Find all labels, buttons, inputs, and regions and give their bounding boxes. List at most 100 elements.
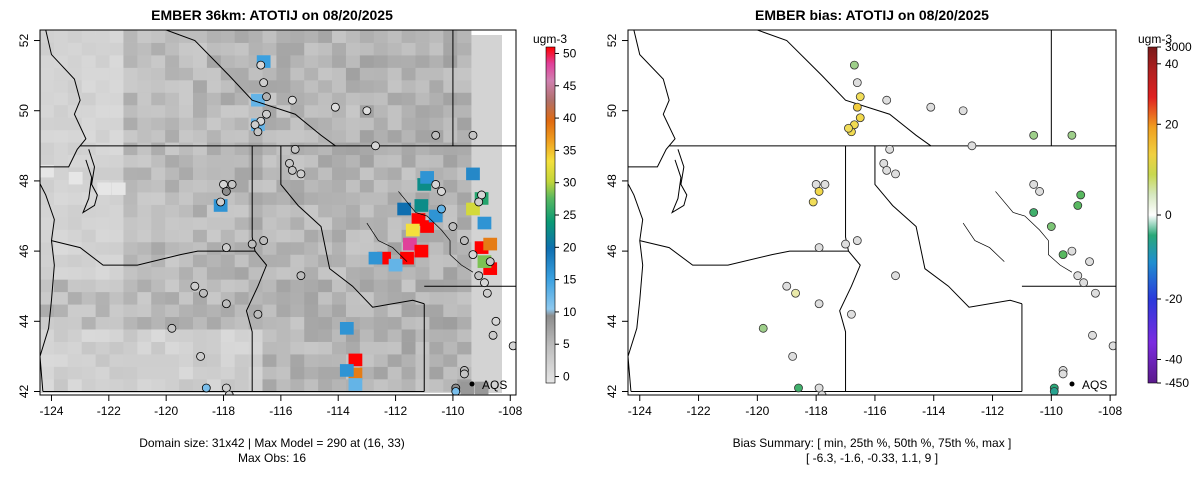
model-cell bbox=[53, 341, 69, 355]
hotspot-cell bbox=[466, 202, 480, 216]
model-cell bbox=[373, 341, 388, 355]
model-cell bbox=[220, 30, 236, 43]
left-legend-label: AQS bbox=[482, 378, 507, 392]
model-cell bbox=[53, 92, 69, 106]
model-cell bbox=[443, 92, 458, 106]
right-colorbar bbox=[1147, 46, 1158, 384]
x-tick-label: -122 bbox=[97, 404, 121, 418]
model-cell bbox=[234, 366, 249, 380]
y-tick-label: 46 bbox=[605, 244, 619, 258]
model-cell bbox=[415, 379, 430, 392]
model-cell bbox=[345, 204, 361, 218]
border-line bbox=[280, 145, 425, 308]
model-cell bbox=[276, 30, 291, 43]
model-cell bbox=[248, 316, 263, 330]
model-cell bbox=[234, 217, 249, 230]
model-cell bbox=[248, 67, 263, 81]
colorbar-tick-label: -40 bbox=[1165, 352, 1183, 366]
model-cell bbox=[40, 154, 55, 168]
model-cell bbox=[137, 167, 152, 180]
model-cell bbox=[359, 204, 375, 218]
model-cell bbox=[248, 42, 263, 56]
model-cell bbox=[373, 291, 388, 305]
hotspot-cell bbox=[348, 378, 363, 391]
model-cell bbox=[81, 55, 96, 68]
model-cell bbox=[109, 229, 124, 243]
model-cell bbox=[81, 104, 96, 118]
hotspot-cell bbox=[400, 251, 414, 265]
model-cell bbox=[443, 204, 458, 218]
model-cell bbox=[318, 142, 333, 156]
model-cell bbox=[234, 179, 249, 193]
site-marker bbox=[201, 383, 211, 393]
model-cell bbox=[457, 341, 472, 355]
model-cell bbox=[151, 217, 166, 230]
model-cell bbox=[359, 304, 375, 318]
model-cell bbox=[345, 266, 361, 280]
model-cell bbox=[234, 104, 249, 118]
model-cell bbox=[67, 142, 83, 156]
y-tick-label: 48 bbox=[17, 174, 31, 188]
model-cell bbox=[81, 366, 96, 380]
model-cell bbox=[53, 229, 69, 243]
site-marker bbox=[259, 236, 269, 245]
model-cell bbox=[234, 379, 249, 392]
model-cell bbox=[443, 42, 458, 56]
site-marker bbox=[459, 236, 469, 245]
model-cell bbox=[40, 316, 55, 330]
model-cell bbox=[332, 154, 347, 168]
model-cell bbox=[387, 354, 402, 367]
model-cell bbox=[387, 241, 402, 255]
model-cell bbox=[429, 291, 444, 305]
model-cell bbox=[332, 266, 347, 280]
model-cell bbox=[318, 179, 333, 193]
colorbar-tick-label: -20 bbox=[1165, 292, 1183, 306]
model-cell bbox=[276, 142, 291, 156]
model-cell bbox=[137, 241, 152, 255]
model-cell bbox=[206, 304, 222, 318]
right-y-axis: 42 44 46 48 50 52 bbox=[605, 34, 628, 398]
model-cell bbox=[318, 279, 333, 293]
model-cell bbox=[415, 30, 430, 43]
model-cell bbox=[262, 241, 277, 255]
right-legend-marker bbox=[1069, 381, 1075, 387]
model-cell bbox=[68, 171, 83, 185]
model-cell bbox=[401, 379, 416, 392]
model-cell bbox=[290, 229, 305, 243]
model-cell bbox=[276, 366, 291, 380]
model-cell bbox=[123, 92, 138, 106]
model-cell bbox=[179, 179, 194, 193]
site-marker bbox=[1079, 278, 1089, 288]
left-hotspots bbox=[213, 55, 498, 395]
model-cell bbox=[415, 142, 430, 156]
model-cell bbox=[165, 92, 180, 106]
model-cell bbox=[67, 304, 83, 318]
site-marker bbox=[468, 250, 478, 260]
site-marker bbox=[1088, 330, 1097, 340]
y-tick-label: 48 bbox=[605, 174, 619, 188]
model-cell bbox=[345, 142, 361, 156]
model-cell bbox=[248, 142, 263, 156]
model-cell bbox=[415, 55, 430, 68]
model-cell bbox=[359, 341, 375, 355]
model-cell bbox=[151, 154, 166, 168]
y-tick-label: 44 bbox=[17, 314, 31, 328]
model-cell bbox=[151, 167, 166, 180]
model-cell bbox=[387, 179, 402, 193]
model-cell bbox=[373, 316, 388, 330]
model-cell bbox=[387, 154, 402, 168]
model-cell bbox=[165, 117, 180, 131]
model-cell bbox=[276, 266, 291, 280]
model-cell bbox=[123, 192, 138, 205]
model-cell bbox=[457, 30, 472, 43]
model-cell bbox=[53, 55, 69, 68]
model-cell bbox=[165, 229, 180, 243]
model-cell bbox=[179, 55, 194, 68]
model-cell bbox=[373, 279, 388, 293]
model-cell bbox=[457, 92, 472, 106]
model-cell bbox=[401, 266, 416, 280]
model-cell bbox=[81, 42, 96, 56]
model-cell bbox=[95, 329, 110, 342]
model-cell bbox=[345, 192, 361, 205]
model-cell bbox=[151, 291, 166, 305]
